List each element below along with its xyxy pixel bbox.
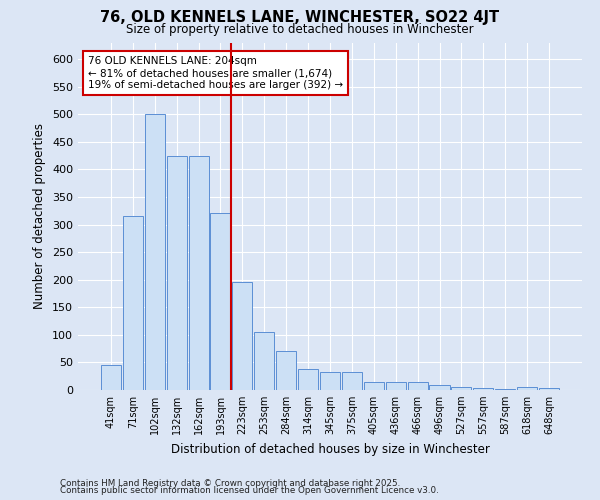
Text: Size of property relative to detached houses in Winchester: Size of property relative to detached ho… bbox=[126, 22, 474, 36]
Bar bbox=[364, 382, 384, 390]
Bar bbox=[495, 389, 515, 390]
Bar bbox=[342, 372, 362, 390]
Bar bbox=[123, 216, 143, 390]
Bar bbox=[320, 372, 340, 390]
Bar bbox=[188, 156, 209, 390]
Bar bbox=[254, 332, 274, 390]
Bar bbox=[298, 369, 318, 390]
Bar bbox=[451, 387, 472, 390]
Bar bbox=[517, 387, 537, 390]
Text: 76, OLD KENNELS LANE, WINCHESTER, SO22 4JT: 76, OLD KENNELS LANE, WINCHESTER, SO22 4… bbox=[100, 10, 500, 25]
Bar bbox=[276, 352, 296, 390]
Bar bbox=[232, 282, 253, 390]
Bar bbox=[407, 382, 428, 390]
X-axis label: Distribution of detached houses by size in Winchester: Distribution of detached houses by size … bbox=[170, 442, 490, 456]
Bar bbox=[473, 388, 493, 390]
Bar bbox=[539, 388, 559, 390]
Text: 76 OLD KENNELS LANE: 204sqm
← 81% of detached houses are smaller (1,674)
19% of : 76 OLD KENNELS LANE: 204sqm ← 81% of det… bbox=[88, 56, 343, 90]
Text: Contains HM Land Registry data © Crown copyright and database right 2025.: Contains HM Land Registry data © Crown c… bbox=[60, 478, 400, 488]
Bar bbox=[430, 385, 449, 390]
Bar bbox=[101, 364, 121, 390]
Bar bbox=[386, 382, 406, 390]
Bar bbox=[145, 114, 165, 390]
Bar bbox=[211, 214, 230, 390]
Text: Contains public sector information licensed under the Open Government Licence v3: Contains public sector information licen… bbox=[60, 486, 439, 495]
Bar bbox=[167, 156, 187, 390]
Y-axis label: Number of detached properties: Number of detached properties bbox=[34, 123, 46, 309]
